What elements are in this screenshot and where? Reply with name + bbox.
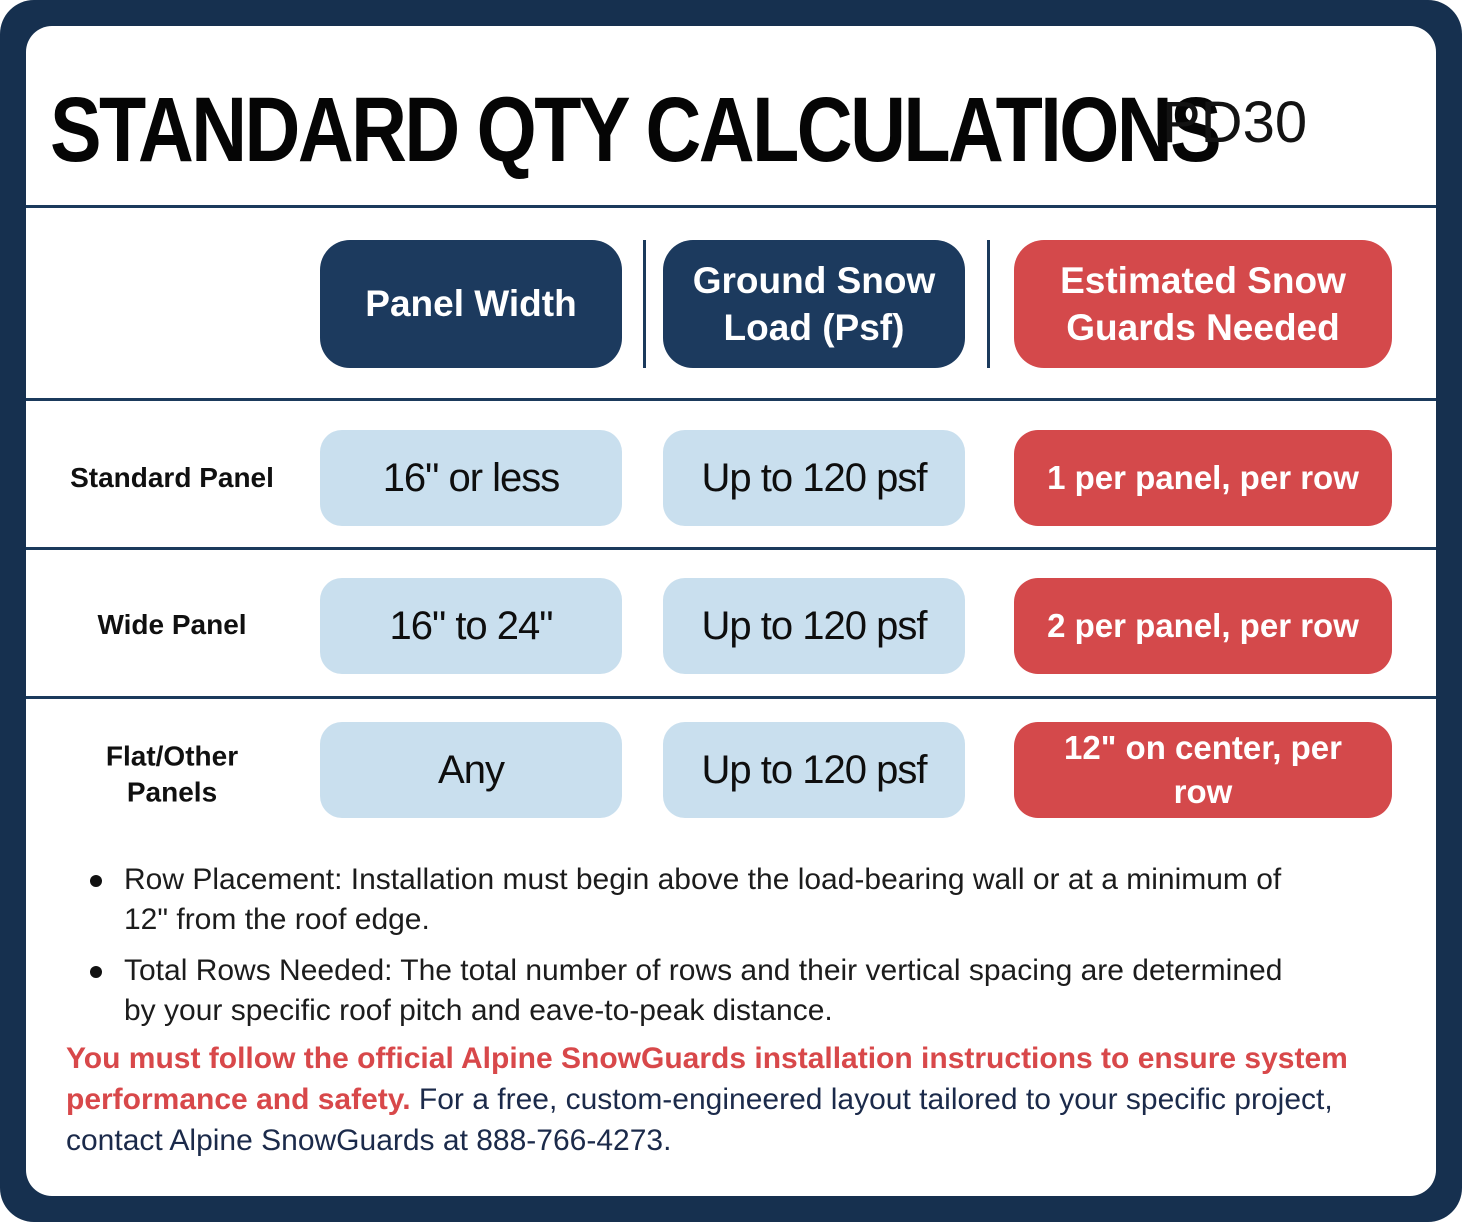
- cell-standard-guards-needed: 1 per panel, per row: [1014, 430, 1392, 526]
- row-label-standard-panel: Standard Panel: [70, 461, 274, 493]
- cell-wide-snow-load: Up to 120 psf: [663, 578, 965, 674]
- cell-flat-snow-load: Up to 120 psf: [663, 722, 965, 818]
- bullet-icon: [90, 951, 124, 1031]
- cell-flat-panel-width: Any: [320, 722, 622, 818]
- notes-list: Row Placement: Installation must begin a…: [90, 860, 1310, 1042]
- row-label-flat-other-panels: Flat/Other Panels: [105, 740, 239, 808]
- divider-line: [26, 696, 1436, 699]
- bullet-icon: [90, 860, 124, 940]
- footer-contact: For a free, custom-engineered layout tai…: [66, 1083, 1333, 1157]
- divider-line: [26, 547, 1436, 550]
- page-title: STANDARD QTY CALCULATIONS: [50, 79, 1222, 181]
- header-column-divider: [987, 240, 990, 368]
- header-guards-needed: Estimated Snow Guards Needed: [1014, 240, 1392, 368]
- note-item: Row Placement: Installation must begin a…: [90, 860, 1310, 940]
- cell-wide-guards-needed: 2 per panel, per row: [1014, 578, 1392, 674]
- cell-standard-snow-load: Up to 120 psf: [663, 430, 965, 526]
- cell-standard-panel-width: 16" or less: [320, 430, 622, 526]
- header-column-divider: [643, 240, 646, 368]
- note-text: Row Placement: Installation must begin a…: [124, 863, 1282, 936]
- footer-warning: You must follow the official Alpine Snow…: [66, 1042, 1348, 1116]
- doc-code: PD30: [1162, 90, 1308, 155]
- document-page: STANDARD QTY CALCULATIONS PD30 Panel Wid…: [26, 26, 1436, 1196]
- cell-wide-panel-width: 16" to 24": [320, 578, 622, 674]
- note-text: Total Rows Needed: The total number of r…: [124, 954, 1283, 1027]
- footer-note: You must follow the official Alpine Snow…: [66, 1038, 1410, 1161]
- header-panel-width: Panel Width: [320, 240, 622, 368]
- divider-line: [26, 398, 1436, 401]
- divider-line: [26, 205, 1436, 208]
- note-item: Total Rows Needed: The total number of r…: [90, 951, 1310, 1031]
- header-ground-snow-load: Ground Snow Load (Psf): [663, 240, 965, 368]
- cell-flat-guards-needed: 12" on center, per row: [1014, 722, 1392, 818]
- row-label-wide-panel: Wide Panel: [97, 608, 247, 640]
